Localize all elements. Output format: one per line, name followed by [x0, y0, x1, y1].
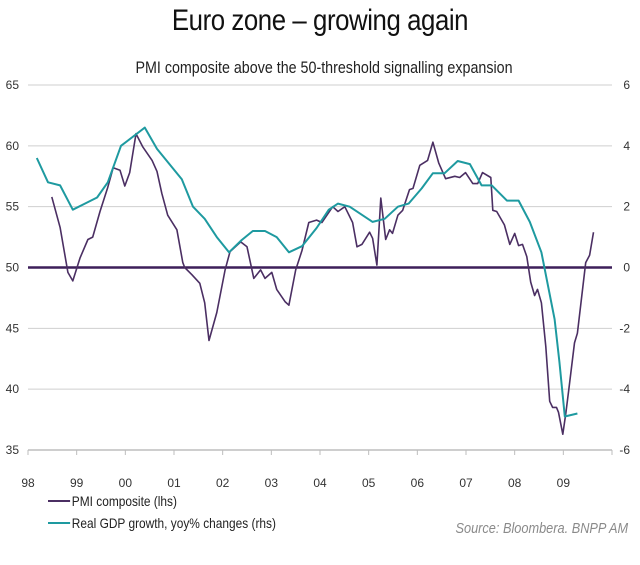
- series-lines: [35, 126, 595, 436]
- y-right-tick-label: -2: [619, 321, 630, 335]
- gridlines: [28, 84, 612, 390]
- source-note: Source: Bloombera. BNPP AM: [455, 520, 628, 537]
- series-line-gdp: [35, 126, 578, 418]
- y-axis-right: 6 4 2 0 -2 -4 -6: [619, 78, 630, 457]
- y-axis-left: 65 60 55 50 45 40 35: [6, 78, 20, 457]
- x-tick-label: 99: [70, 476, 84, 490]
- legend-swatch-pmi: [48, 500, 71, 502]
- legend-item-gdp: Real GDP growth, yoy% changes (rhs): [48, 512, 276, 534]
- chart-title: Euro zone – growing again: [171, 4, 469, 37]
- x-tick-label: 98: [21, 476, 35, 490]
- x-tick-label: 07: [459, 476, 473, 490]
- x-tick-label: 03: [265, 476, 279, 490]
- y-left-tick-label: 40: [6, 382, 20, 396]
- y-right-tick-label: -6: [619, 443, 630, 457]
- y-right-tick-label: 2: [623, 200, 630, 214]
- y-left-tick-label: 65: [6, 78, 20, 92]
- y-right-tick-label: 4: [623, 139, 630, 153]
- y-left-tick-label: 45: [6, 321, 20, 335]
- y-left-tick-label: 55: [6, 200, 20, 214]
- y-left-tick-label: 35: [6, 443, 20, 457]
- x-tick-label: 00: [119, 476, 133, 490]
- y-right-tick-label: 0: [623, 261, 630, 275]
- x-axis: 98 99 00 01 02 03 04 05 06 07 08 09: [21, 449, 613, 490]
- x-tick-label: 06: [411, 476, 425, 490]
- x-tick-label: 04: [313, 476, 327, 490]
- x-tick-label: 01: [167, 476, 181, 490]
- legend-label-gdp: Real GDP growth, yoy% changes (rhs): [71, 515, 276, 531]
- x-tick-label: 08: [508, 476, 522, 490]
- legend-swatch-gdp: [48, 522, 71, 524]
- y-left-tick-label: 50: [6, 261, 20, 275]
- y-left-tick-label: 60: [6, 139, 20, 153]
- x-tick-label: 02: [216, 476, 230, 490]
- y-right-tick-label: 6: [623, 78, 630, 92]
- series-line-pmi: [51, 132, 595, 436]
- legend-label-pmi: PMI composite (lhs): [71, 493, 177, 509]
- x-tick-label: 09: [557, 476, 571, 490]
- legend: PMI composite (lhs) Real GDP growth, yoy…: [48, 490, 316, 534]
- y-right-tick-label: -4: [619, 382, 630, 396]
- chart-subtitle: PMI composite above the 50-threshold sig…: [135, 58, 513, 77]
- x-tick-label: 05: [362, 476, 376, 490]
- legend-item-pmi: PMI composite (lhs): [48, 490, 276, 512]
